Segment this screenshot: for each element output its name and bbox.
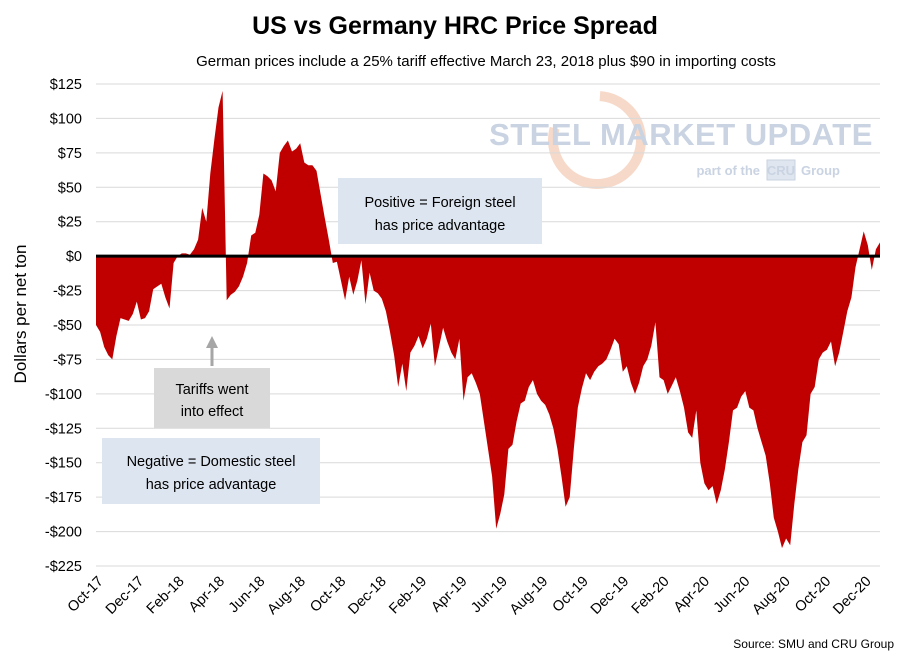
logo-cru-text: CRU	[767, 163, 795, 178]
x-tick-label: Dec-17	[103, 574, 147, 618]
y-tick-label: $25	[58, 215, 82, 231]
x-tick-label: Dec-19	[588, 574, 632, 618]
logo-tagline-after: Group	[801, 163, 840, 178]
x-tick-label: Aug-18	[265, 574, 309, 618]
y-tick-label: -$50	[53, 318, 82, 334]
x-axis-ticks: Oct-17Dec-17Feb-18Apr-18Jun-18Aug-18Oct-…	[65, 574, 875, 618]
x-tick-label: Apr-20	[671, 574, 713, 616]
x-tick-label: Oct-17	[65, 574, 107, 616]
y-tick-label: -$225	[45, 559, 82, 575]
x-tick-label: Jun-18	[226, 574, 269, 617]
logo-swirl-icon	[548, 91, 646, 189]
spread-area	[96, 90, 880, 549]
y-tick-label: -$75	[53, 352, 82, 368]
x-tick-label: Dec-20	[830, 574, 874, 618]
x-tick-label: Apr-19	[428, 574, 470, 616]
arrow-up-icon	[206, 336, 218, 348]
y-axis-label: Dollars per net ton	[11, 245, 30, 384]
y-tick-label: -$25	[53, 284, 82, 300]
source-note: Source: SMU and CRU Group	[733, 637, 894, 651]
y-tick-label: -$150	[45, 456, 82, 472]
x-tick-label: Dec-18	[345, 574, 389, 618]
x-tick-label: Oct-20	[792, 574, 834, 616]
chart-subtitle: German prices include a 25% tariff effec…	[196, 53, 776, 70]
x-tick-label: Jun-19	[468, 574, 511, 617]
x-tick-label: Oct-18	[307, 574, 349, 616]
x-tick-label: Aug-20	[749, 574, 793, 618]
x-tick-label: Jun-20	[711, 574, 754, 617]
logo-cru-box	[766, 159, 796, 181]
callout-positive: Positive = Foreign steel has price advan…	[338, 178, 542, 244]
watermark-logo: STEEL MARKET UPDATE part of the CRU Grou…	[489, 91, 873, 189]
x-tick-label: Feb-18	[144, 574, 188, 618]
callout-positive-line-1: Positive = Foreign steel	[364, 195, 515, 211]
y-axis-ticks: $125 $100 $75 $50 $25 $0 -$25 -$50 -$75 -$100 -$12…	[45, 77, 82, 575]
x-tick-label: Aug-19	[507, 574, 551, 618]
y-tick-label: $50	[58, 180, 82, 196]
y-tick-label: $100	[50, 111, 82, 127]
logo-text: STEEL MARKET UPDATE	[489, 117, 873, 152]
chart-title: US vs Germany HRC Price Spread	[252, 12, 658, 40]
callout-tariffs-line-2: into effect	[181, 404, 244, 420]
y-tick-label: $75	[58, 146, 82, 162]
y-tick-label: -$175	[45, 490, 82, 506]
x-tick-label: Apr-18	[186, 574, 228, 616]
x-tick-label: Feb-19	[386, 574, 430, 618]
callout-negative-line-1: Negative = Domestic steel	[127, 454, 296, 470]
x-tick-label: Feb-20	[629, 574, 673, 618]
tariff-arrow	[206, 336, 218, 366]
y-tick-label: $125	[50, 77, 82, 93]
y-tick-label: $0	[66, 249, 82, 265]
callout-negative-line-2: has price advantage	[146, 477, 277, 493]
callout-positive-line-2: has price advantage	[375, 218, 506, 234]
y-tick-label: -$100	[45, 387, 82, 403]
logo-tagline-before: part of the	[696, 163, 760, 178]
callout-tariffs-line-1: Tariffs went	[175, 382, 248, 398]
x-tick-label: Oct-19	[550, 574, 592, 616]
area-layer	[96, 90, 880, 549]
callout-tariffs: Tariffs went into effect	[154, 368, 270, 428]
y-tick-label: -$200	[45, 525, 82, 541]
callout-negative: Negative = Domestic steel has price adva…	[102, 438, 320, 504]
y-tick-label: -$125	[45, 421, 82, 437]
